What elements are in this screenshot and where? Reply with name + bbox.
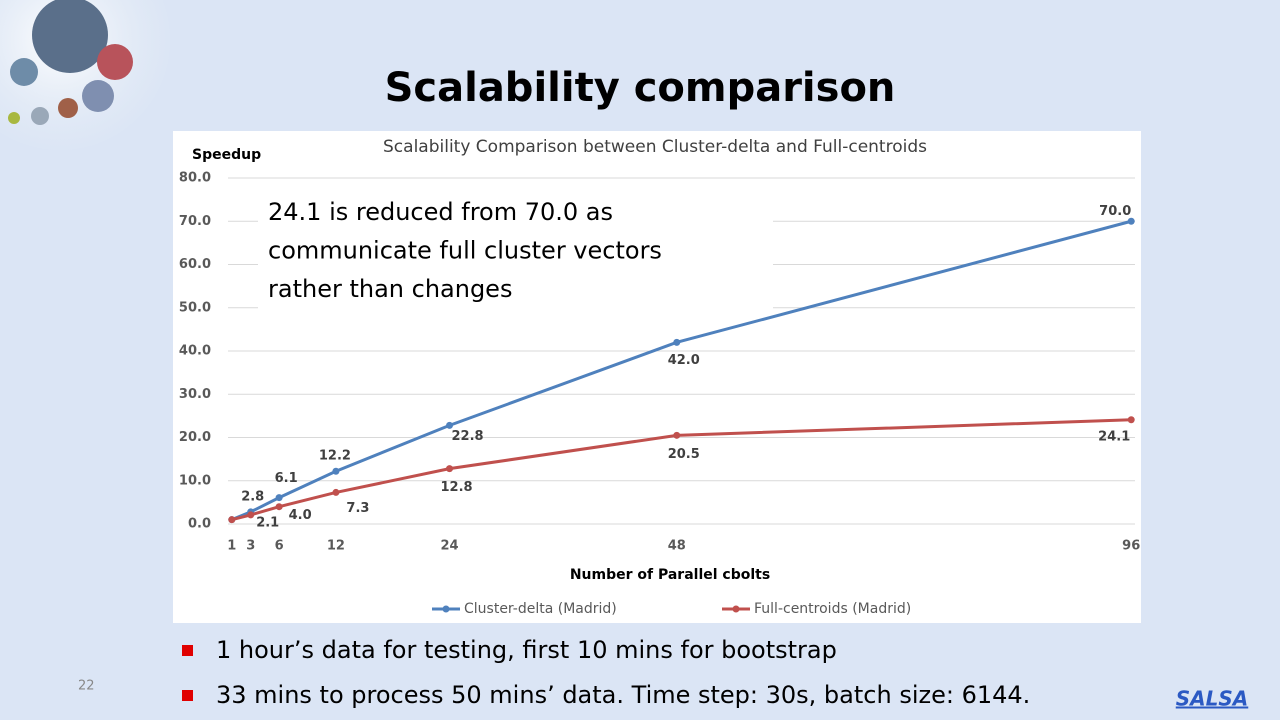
data-point [228, 516, 236, 524]
y-tick-label: 60.0 [179, 257, 211, 272]
y-tick-label: 70.0 [179, 214, 211, 229]
bullet-text: 1 hour’s data for testing, first 10 mins… [216, 636, 837, 664]
logo: SALSA [1176, 687, 1249, 711]
y-tick-label: 10.0 [179, 473, 211, 488]
legend-label: Cluster-delta (Madrid) [464, 601, 617, 617]
data-label: 12.8 [441, 480, 473, 495]
annotation-line: communicate full cluster vectors [268, 237, 662, 265]
y-tick-label: 80.0 [179, 171, 211, 186]
data-point [275, 494, 283, 502]
bullet-text: 33 mins to process 50 mins’ data. Time s… [216, 681, 1030, 709]
data-label: 2.8 [241, 489, 264, 504]
x-tick-label: 24 [440, 539, 458, 554]
x-tick-label: 3 [246, 539, 255, 554]
x-tick-label: 12 [327, 539, 345, 554]
x-axis-label: Number of Parallel cbolts [570, 567, 770, 583]
data-point [673, 431, 681, 439]
page-number: 22 [78, 679, 95, 694]
data-label: 24.1 [1098, 429, 1130, 444]
data-label: 4.0 [289, 508, 312, 523]
annotation-line: rather than changes [268, 275, 512, 303]
decoration [0, 0, 170, 150]
data-label: 12.2 [319, 449, 351, 464]
legend-marker [442, 605, 450, 613]
legend: Cluster-delta (Madrid) Full-centroids (Ma… [432, 601, 911, 617]
y-tick-label: 50.0 [179, 300, 211, 315]
chart-title: Scalability Comparison between Cluster-d… [383, 137, 927, 157]
data-label: 6.1 [275, 471, 298, 486]
slide-title: Scalability comparison [385, 65, 896, 111]
x-tick-label: 48 [668, 539, 686, 554]
legend-label: Full-centroids (Madrid) [754, 601, 911, 617]
plot: 0.0 10.0 20.0 30.0 40.0 50.0 60.0 70.0 80.0 1 3 6 12… [179, 171, 1140, 554]
data-point [332, 488, 340, 496]
annotation-box [258, 192, 773, 310]
x-tick-label: 6 [275, 539, 284, 554]
y-tick-label: 30.0 [179, 387, 211, 402]
x-tick-label: 1 [227, 539, 236, 554]
y-axis-label: Speedup [192, 147, 261, 163]
data-label: 2.1 [256, 515, 279, 530]
data-point [275, 503, 283, 511]
y-tick-label: 0.0 [188, 517, 211, 532]
data-point [673, 338, 681, 346]
data-label: 7.3 [346, 501, 369, 516]
data-label: 70.0 [1099, 204, 1131, 219]
data-label: 20.5 [668, 447, 700, 462]
data-point [446, 421, 454, 429]
y-tick-label: 20.0 [179, 430, 211, 445]
data-point [1127, 416, 1135, 424]
legend-marker [732, 605, 740, 613]
data-label: 22.8 [452, 429, 484, 444]
annotation: 24.1 is reduced from 70.0 as communicate … [268, 198, 662, 303]
data-label: 42.0 [668, 353, 700, 368]
annotation-line: 24.1 is reduced from 70.0 as [268, 198, 613, 226]
y-tick-label: 40.0 [179, 344, 211, 359]
bullet-marker [182, 645, 193, 656]
x-tick-label: 96 [1122, 539, 1140, 554]
data-point [247, 511, 255, 519]
data-point [446, 465, 454, 473]
bullet-marker [182, 690, 193, 701]
data-point [332, 467, 340, 475]
bullets: 1 hour’s data for testing, first 10 mins… [182, 636, 1030, 709]
data-point [1127, 217, 1135, 225]
